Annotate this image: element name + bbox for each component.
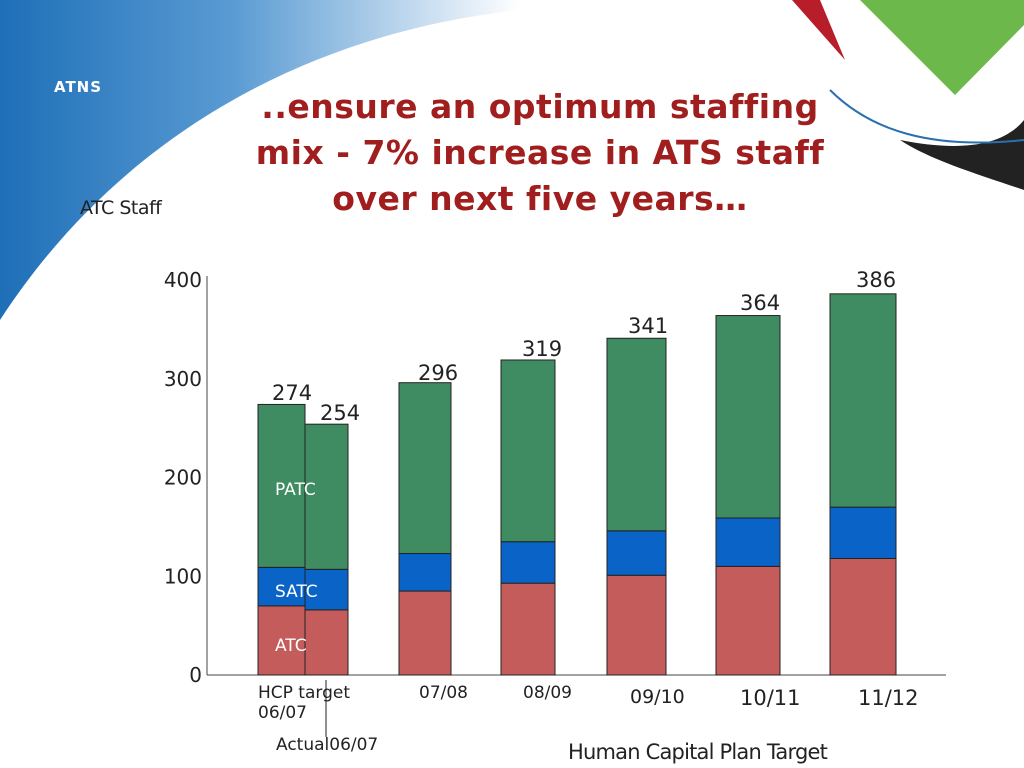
bar-satc-4 bbox=[606, 530, 667, 576]
bar-patc-2 bbox=[398, 382, 452, 555]
series-label-patc: PATC bbox=[275, 480, 316, 500]
x-category-label-2-0: 07/08 bbox=[419, 683, 468, 703]
bar-satc-1 bbox=[304, 568, 349, 611]
y-tick-label-0: 0 bbox=[189, 663, 202, 687]
atc-staff-label: ATC Staff bbox=[80, 197, 162, 219]
y-tick-label-100: 100 bbox=[164, 564, 202, 588]
total-label-6: 386 bbox=[856, 268, 896, 292]
blue-swoosh-band bbox=[0, 0, 520, 320]
x-category-label-4-0: 09/10 bbox=[630, 686, 685, 708]
bar-patc-1 bbox=[304, 423, 349, 570]
y-tick-label-200: 200 bbox=[164, 466, 202, 490]
bar-satc-2 bbox=[398, 553, 452, 592]
bar-patc-4 bbox=[606, 337, 667, 532]
actual-0607-label: Actual06/07 bbox=[276, 735, 378, 755]
black-corner-ribbon bbox=[900, 120, 1024, 190]
x-category-label-3-0: 08/09 bbox=[523, 683, 572, 703]
x-category-label-0-0: HCP target bbox=[258, 683, 350, 703]
title-line-1: ..ensure an optimum staffing bbox=[261, 87, 819, 126]
total-label-4: 341 bbox=[628, 314, 668, 338]
corner-curve-line bbox=[829, 89, 1024, 144]
total-label-2: 296 bbox=[418, 361, 458, 385]
bar-patc-5 bbox=[715, 315, 781, 519]
x-category-label-6-0: 11/12 bbox=[858, 686, 919, 710]
bar-patc-3 bbox=[500, 359, 556, 543]
bar-atc-4 bbox=[606, 574, 667, 676]
bar-patc-6 bbox=[829, 293, 897, 508]
bar-atc-6 bbox=[829, 557, 897, 676]
y-tick-label-300: 300 bbox=[164, 367, 202, 391]
footnote-hcp-target: Human Capital Plan Target bbox=[568, 740, 828, 764]
bar-atc-2 bbox=[398, 590, 452, 676]
series-label-satc: SATC bbox=[275, 582, 318, 602]
atns-logo: ATNS bbox=[54, 78, 103, 96]
x-category-label-5-0: 10/11 bbox=[740, 686, 801, 710]
bar-satc-0 bbox=[257, 566, 306, 607]
slide-title: ..ensure an optimum staffing mix - 7% in… bbox=[210, 84, 870, 222]
bar-satc-3 bbox=[500, 541, 556, 584]
bar-satc-6 bbox=[829, 506, 897, 559]
total-label-3: 319 bbox=[522, 337, 562, 361]
x-category-label-0-1: 06/07 bbox=[258, 703, 307, 723]
bar-atc-3 bbox=[500, 582, 556, 676]
total-label-5: 364 bbox=[740, 291, 780, 315]
bar-satc-5 bbox=[715, 517, 781, 567]
title-line-2: mix - 7% increase in ATS staff bbox=[255, 133, 825, 172]
series-label-atc: ATC bbox=[275, 636, 307, 656]
total-label-0: 274 bbox=[272, 381, 312, 405]
total-label-1: 254 bbox=[320, 401, 360, 425]
red-corner-ribbon bbox=[792, 0, 845, 60]
bar-atc-1 bbox=[304, 609, 349, 676]
green-corner-ribbon bbox=[860, 0, 1024, 95]
y-tick-label-400: 400 bbox=[164, 268, 202, 292]
bar-atc-5 bbox=[715, 565, 781, 676]
title-line-3: over next five years… bbox=[332, 179, 748, 218]
